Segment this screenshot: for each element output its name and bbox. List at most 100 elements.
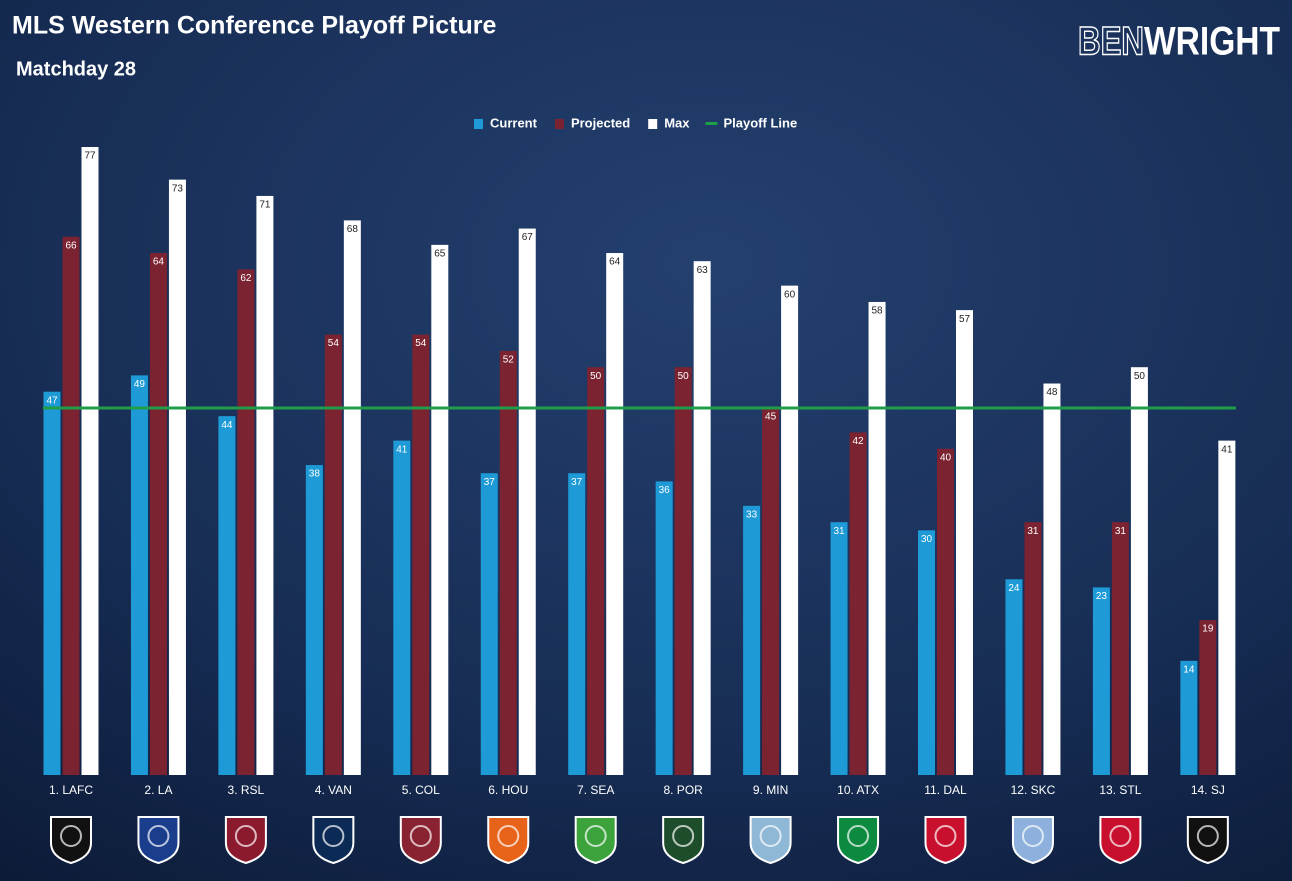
team-logo — [399, 816, 442, 865]
value-label: 31 — [1027, 526, 1039, 537]
legend-swatch — [554, 119, 564, 129]
bar — [343, 220, 361, 776]
team-logo-emblem — [759, 825, 782, 847]
team-logo — [924, 816, 967, 865]
bar — [62, 236, 80, 775]
x-tick-label: 4. VAN — [315, 783, 352, 797]
team-logo-emblem — [409, 825, 432, 847]
bar — [431, 244, 449, 776]
x-tick-label: 7. SEA — [577, 783, 614, 797]
bar — [81, 147, 99, 775]
team-logo-emblem — [1109, 825, 1132, 847]
bar — [587, 367, 605, 775]
bar — [130, 375, 148, 775]
legend-label: Max — [664, 115, 690, 130]
legend-label: Playoff Line — [724, 115, 798, 130]
value-label: 64 — [609, 257, 621, 268]
x-tick-label: 1. LAFC — [49, 783, 93, 797]
bar — [518, 228, 536, 775]
x-tick-label: 12. SKC — [1011, 783, 1056, 797]
bar — [781, 285, 799, 775]
legend-swatch — [705, 122, 718, 125]
team-logo — [1186, 816, 1229, 865]
bar — [937, 448, 954, 775]
team-logo — [749, 816, 792, 865]
bar — [693, 261, 711, 775]
value-label: 40 — [940, 452, 952, 463]
bar — [1005, 579, 1023, 775]
value-label: 41 — [396, 444, 408, 455]
x-tick-label: 5. COL — [402, 783, 440, 797]
bar — [499, 350, 517, 775]
team-logo — [50, 816, 92, 865]
value-label: 77 — [84, 151, 96, 162]
chart-title: MLS Western Conference Playoff Picture — [12, 12, 496, 40]
value-label: 57 — [959, 314, 971, 325]
value-label: 60 — [784, 289, 796, 300]
team-logo — [224, 816, 267, 865]
x-tick-label: 3. RSL — [228, 783, 265, 797]
x-tick-label: 11. DAL — [924, 783, 967, 797]
bar — [1024, 522, 1042, 775]
team-logo — [137, 816, 180, 865]
team-logo-emblem — [934, 825, 957, 847]
legend: Current Projected Max Playoff Line — [474, 115, 797, 130]
value-label: 62 — [240, 273, 252, 284]
bar — [918, 530, 935, 775]
bar — [412, 334, 430, 775]
bar — [218, 416, 236, 775]
value-label: 33 — [746, 509, 758, 520]
team-logo-emblem — [322, 825, 345, 847]
bar — [956, 310, 973, 775]
value-label: 23 — [1096, 591, 1108, 602]
x-tick-label: 6. HOU — [488, 783, 528, 797]
value-label: 54 — [328, 338, 340, 349]
bar — [849, 432, 867, 775]
value-label: 38 — [309, 469, 321, 480]
team-logo-emblem — [1021, 825, 1044, 847]
bar — [237, 269, 255, 775]
bar — [1043, 383, 1061, 775]
team-logo — [1099, 816, 1142, 865]
bar — [43, 391, 61, 775]
bar — [1111, 522, 1129, 775]
value-label: 48 — [1046, 387, 1058, 398]
bar — [393, 440, 411, 775]
brand-left: BEN — [1078, 20, 1144, 64]
bar — [655, 481, 673, 775]
value-label: 47 — [46, 395, 58, 406]
x-tick-label: 9. MIN — [753, 783, 788, 797]
legend-swatch — [474, 119, 483, 129]
x-tick-label: 10. ATX — [837, 783, 879, 797]
value-label: 67 — [522, 232, 534, 243]
bar — [305, 465, 323, 775]
chart-subtitle: Matchday 28 — [16, 58, 136, 80]
team-logo — [487, 816, 530, 865]
team-logo — [312, 816, 355, 865]
value-label: 14 — [1183, 664, 1195, 675]
team-logo — [1011, 816, 1054, 865]
value-label: 49 — [134, 379, 146, 390]
bar — [606, 253, 624, 775]
value-label: 54 — [415, 338, 427, 349]
x-tick-label: 14. SJ — [1191, 783, 1225, 797]
bar — [1130, 367, 1148, 775]
bar — [256, 195, 274, 775]
value-label: 50 — [590, 371, 602, 382]
bar — [1199, 620, 1217, 775]
team-logo — [662, 816, 705, 865]
value-label: 31 — [833, 526, 845, 537]
value-label: 73 — [172, 183, 184, 194]
bar — [868, 301, 886, 775]
team-logo-emblem — [672, 825, 695, 847]
x-tick-label: 2. LA — [144, 783, 172, 797]
value-label: 71 — [259, 200, 271, 211]
bar — [324, 334, 342, 775]
x-tick-label: 8. POR — [663, 783, 703, 797]
value-label: 50 — [1134, 371, 1146, 382]
value-label: 64 — [153, 257, 165, 268]
bar — [1218, 440, 1236, 775]
value-label: 24 — [1008, 583, 1020, 594]
team-logo — [574, 816, 617, 865]
